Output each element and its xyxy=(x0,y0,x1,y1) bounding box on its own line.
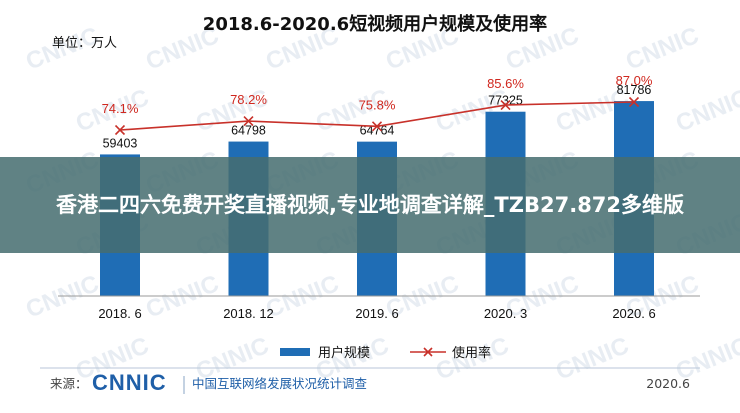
unit-label: 单位：万人 xyxy=(52,36,117,51)
watermark-text: CNNIC xyxy=(622,22,703,76)
cnnic-logo: CNNIC xyxy=(92,370,167,395)
rate-value-label: 74.1% xyxy=(102,101,139,116)
watermark-text: CNNIC xyxy=(22,270,103,324)
rate-value-label: 85.6% xyxy=(487,76,524,91)
rate-marker xyxy=(114,124,126,136)
rate-value-label: 78.2% xyxy=(230,92,267,107)
watermark-text: CNNIC xyxy=(552,332,633,386)
legend-line-label: 使用率 xyxy=(452,345,491,361)
rate-marker xyxy=(500,99,511,111)
legend-bar-label: 用户规模 xyxy=(318,345,370,361)
chart-title: 2018.6-2020.6短视频用户规模及使用率 xyxy=(203,13,547,35)
x-tick-label: 2020. 6 xyxy=(612,306,655,321)
bar-value-label: 81786 xyxy=(617,83,652,97)
source-org: 中国互联网络发展状况统计调查 xyxy=(192,376,368,391)
report-date: 2020.6 xyxy=(646,376,690,391)
rate-value-label: 87.0% xyxy=(616,73,653,88)
overlay-banner: 香港二四六免费开奖直播视频,专业地调查详解_TZB27.872多维版 xyxy=(0,157,740,253)
watermark-text: CNNIC xyxy=(142,270,223,324)
rate-marker xyxy=(243,116,254,127)
rate-line-layer: 74.1% 78.2% 75.8% 85.6% 87.0% xyxy=(102,73,653,136)
x-tick-labels: 2018. 6 2018. 12 2019. 6 2020. 3 2020. 6 xyxy=(98,306,655,321)
rate-marker xyxy=(371,121,383,132)
legend-line-marker xyxy=(423,347,433,357)
watermark-text: CNNIC xyxy=(672,84,740,138)
source-label: 来源： xyxy=(50,376,88,391)
bar-value-label: 64764 xyxy=(360,124,395,138)
overlay-banner-text: 香港二四六免费开奖直播视频,专业地调查详解_TZB27.872多维版 xyxy=(55,193,685,217)
rate-value-label: 75.8% xyxy=(359,97,396,112)
watermark-text: CNNIC xyxy=(262,270,343,324)
rate-marker xyxy=(628,96,640,108)
x-tick-label: 2018. 6 xyxy=(98,306,141,321)
x-tick-label: 2018. 12 xyxy=(223,306,274,321)
bar-value-label: 59403 xyxy=(103,136,138,150)
legend-bar-swatch xyxy=(280,348,310,356)
x-tick-label: 2020. 3 xyxy=(484,306,527,321)
x-tick-label: 2019. 6 xyxy=(355,306,398,321)
bar-value-label: 64798 xyxy=(231,124,266,138)
